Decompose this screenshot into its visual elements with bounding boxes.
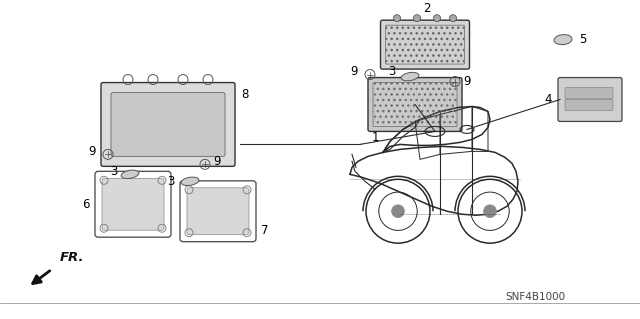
FancyBboxPatch shape [565,100,613,110]
FancyBboxPatch shape [102,178,164,230]
FancyBboxPatch shape [368,78,462,131]
Circle shape [484,205,497,218]
Ellipse shape [554,34,572,45]
FancyBboxPatch shape [565,87,613,99]
Text: 3: 3 [111,165,118,178]
Text: 7: 7 [261,224,269,237]
Circle shape [392,205,404,218]
Text: SNF4B1000: SNF4B1000 [505,292,565,302]
Circle shape [394,15,401,22]
FancyBboxPatch shape [558,78,622,122]
Text: 8: 8 [241,88,248,101]
Text: 3: 3 [168,175,175,188]
Text: FR.: FR. [60,251,84,264]
Text: 3: 3 [388,65,396,78]
Text: 9: 9 [213,155,221,168]
Text: 9: 9 [88,145,96,158]
FancyBboxPatch shape [381,20,470,69]
Circle shape [433,15,440,22]
Text: 1: 1 [371,131,379,144]
Ellipse shape [401,72,419,81]
FancyBboxPatch shape [373,83,457,126]
Text: 9: 9 [351,65,358,78]
Circle shape [413,15,420,22]
Text: 9: 9 [463,75,470,88]
Ellipse shape [121,170,139,179]
Text: 5: 5 [579,33,586,46]
Text: 2: 2 [423,2,431,15]
Text: 6: 6 [83,198,90,211]
Ellipse shape [181,177,199,186]
FancyBboxPatch shape [187,188,249,235]
FancyBboxPatch shape [101,83,235,166]
Circle shape [449,15,456,22]
FancyBboxPatch shape [385,25,465,64]
Text: 4: 4 [545,93,552,106]
FancyBboxPatch shape [111,93,225,156]
